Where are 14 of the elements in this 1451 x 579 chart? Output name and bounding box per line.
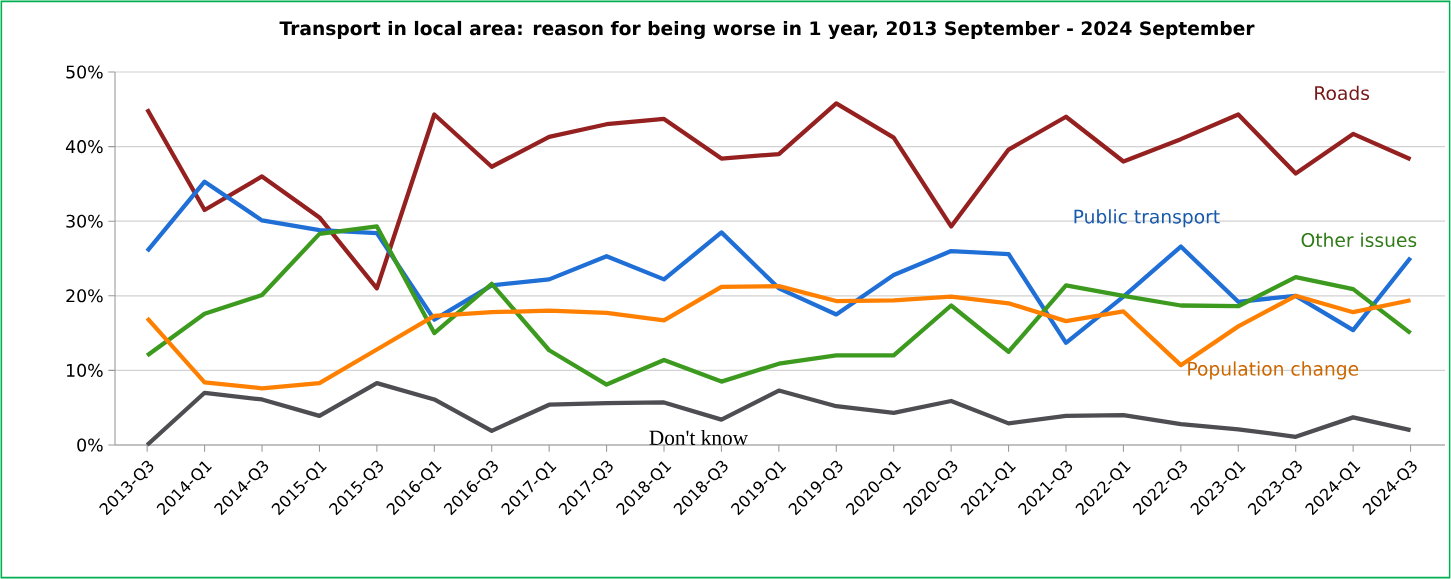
y-tick-label: 40% (65, 140, 103, 154)
line-series (145, 380, 1413, 448)
y-tick-label: 50% (66, 65, 103, 79)
line-series (145, 283, 1413, 391)
chart-title: Transport in local area: reason for being worse in 1 year, 2013 September - 2024 September (279, 20, 1255, 40)
text: Roads (1315, 85, 1370, 101)
series-label: Other issues (1301, 232, 1417, 248)
series-label: Don't know (649, 430, 748, 446)
y-tick-label: 0% (77, 438, 103, 452)
series-label: Population change (1188, 361, 1359, 380)
y-tick-label: 10% (67, 363, 103, 377)
y-tick-label: 20% (66, 289, 103, 303)
y-tick-label: 30% (66, 214, 103, 228)
text: Public transport (1074, 209, 1220, 228)
